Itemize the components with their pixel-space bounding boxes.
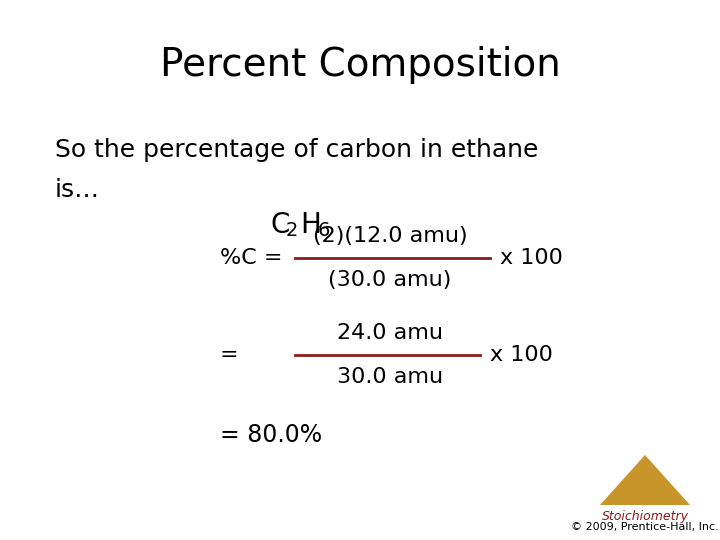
- Text: 30.0 amu: 30.0 amu: [337, 367, 443, 387]
- Text: x 100: x 100: [500, 248, 563, 268]
- Text: (2)(12.0 amu): (2)(12.0 amu): [312, 226, 467, 246]
- Text: H: H: [300, 211, 321, 239]
- Text: (30.0 amu): (30.0 amu): [328, 270, 451, 290]
- Text: is…: is…: [55, 178, 100, 202]
- Text: Percent Composition: Percent Composition: [160, 46, 560, 84]
- Text: So the percentage of carbon in ethane: So the percentage of carbon in ethane: [55, 138, 539, 162]
- Text: Stoichiometry: Stoichiometry: [601, 510, 688, 523]
- Text: =: =: [220, 345, 238, 365]
- Text: 24.0 amu: 24.0 amu: [337, 323, 443, 343]
- Text: x 100: x 100: [490, 345, 553, 365]
- Text: 6: 6: [318, 221, 330, 240]
- Text: © 2009, Prentice-Hall, Inc.: © 2009, Prentice-Hall, Inc.: [571, 522, 719, 532]
- Text: C: C: [270, 211, 289, 239]
- Polygon shape: [600, 455, 690, 505]
- Text: = 80.0%: = 80.0%: [220, 423, 322, 447]
- Text: %C =: %C =: [220, 248, 282, 268]
- Text: 2: 2: [286, 221, 298, 240]
